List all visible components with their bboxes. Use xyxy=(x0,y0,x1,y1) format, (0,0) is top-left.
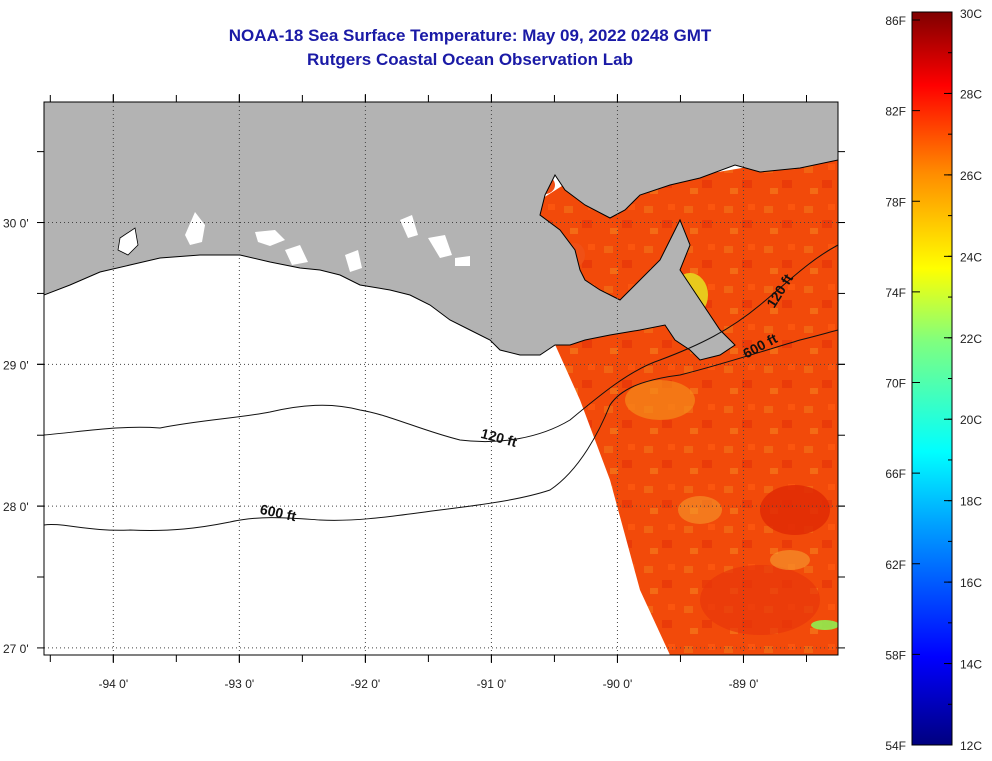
contour-600ft xyxy=(44,329,838,532)
lake xyxy=(255,230,285,246)
sst-warm-patch xyxy=(760,485,830,535)
lat-tick-label: 27 0' xyxy=(3,642,29,656)
lat-tick-label: 30 0' xyxy=(3,217,29,231)
sst-cool-patch xyxy=(770,550,810,570)
lon-tick-label: -90 0' xyxy=(603,677,633,691)
graticule xyxy=(44,102,838,655)
lon-tick-label: -94 0' xyxy=(98,677,128,691)
map-title: NOAA-18 Sea Surface Temperature: May 09,… xyxy=(228,26,712,45)
map-frame xyxy=(43,101,839,656)
colorbar-f-label: 54F xyxy=(885,739,906,753)
colorbar-c-label: 12C xyxy=(960,739,982,753)
colorbar-f-label: 58F xyxy=(885,648,906,662)
colorbar-c-label: 28C xyxy=(960,87,982,101)
colorbar-c-label: 18C xyxy=(960,495,982,509)
lake xyxy=(345,250,362,272)
colorbar-f-label: 86F xyxy=(885,14,906,28)
colorbar-f-label: 70F xyxy=(885,377,906,391)
axis-ticks: -94 0' -93 0' -92 0' -91 0' -90 0' -89 0' 30 0… xyxy=(3,94,845,691)
colorbar-f-label: 62F xyxy=(885,558,906,572)
colorbar-c-label: 30C xyxy=(960,7,982,21)
colorbar-c-label: 24C xyxy=(960,250,982,264)
lat-tick-label: 29 0' xyxy=(3,358,29,372)
contour-label: 600 ft xyxy=(259,501,298,524)
lon-tick-label: -89 0' xyxy=(729,677,759,691)
colorbar-f-label: 82F xyxy=(885,105,906,119)
lake xyxy=(285,245,308,265)
lake xyxy=(428,235,452,258)
colorbar-f-label: 74F xyxy=(885,286,906,300)
map-subtitle: Rutgers Coastal Ocean Observation Lab xyxy=(307,50,633,69)
lake xyxy=(455,256,470,266)
lon-tick-label: -93 0' xyxy=(225,677,255,691)
sst-cool-patch xyxy=(678,496,722,524)
sst-warm-patch xyxy=(700,565,820,635)
colorbar-c-label: 20C xyxy=(960,413,982,427)
lake xyxy=(400,215,418,238)
colorbar-c-label: 26C xyxy=(960,169,982,183)
colorbar-c-label: 22C xyxy=(960,332,982,346)
colorbar-c-label: 16C xyxy=(960,576,982,590)
colorbar xyxy=(911,11,953,746)
sst-cool-patch xyxy=(625,380,695,420)
lon-tick-label: -92 0' xyxy=(351,677,381,691)
colorbar-f-label: 78F xyxy=(885,195,906,209)
contour-120ft xyxy=(44,244,838,443)
lake xyxy=(117,227,139,256)
colorbar-ticks: 30C 28C 26C 24C 22C 20C 18C 16C 14C 12C 86F 82F 78F 7… xyxy=(885,7,982,753)
colorbar-f-label: 66F xyxy=(885,467,906,481)
lat-tick-label: 28 0' xyxy=(3,500,29,514)
colorbar-c-label: 14C xyxy=(960,658,982,672)
land-mass xyxy=(44,102,838,361)
lon-tick-label: -91 0' xyxy=(477,677,507,691)
lake xyxy=(185,212,205,245)
sst-cool-patch xyxy=(811,620,838,630)
